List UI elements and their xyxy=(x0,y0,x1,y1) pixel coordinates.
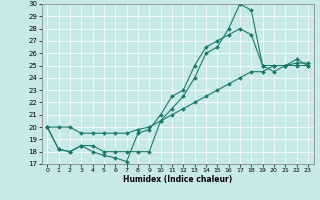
X-axis label: Humidex (Indice chaleur): Humidex (Indice chaleur) xyxy=(123,175,232,184)
